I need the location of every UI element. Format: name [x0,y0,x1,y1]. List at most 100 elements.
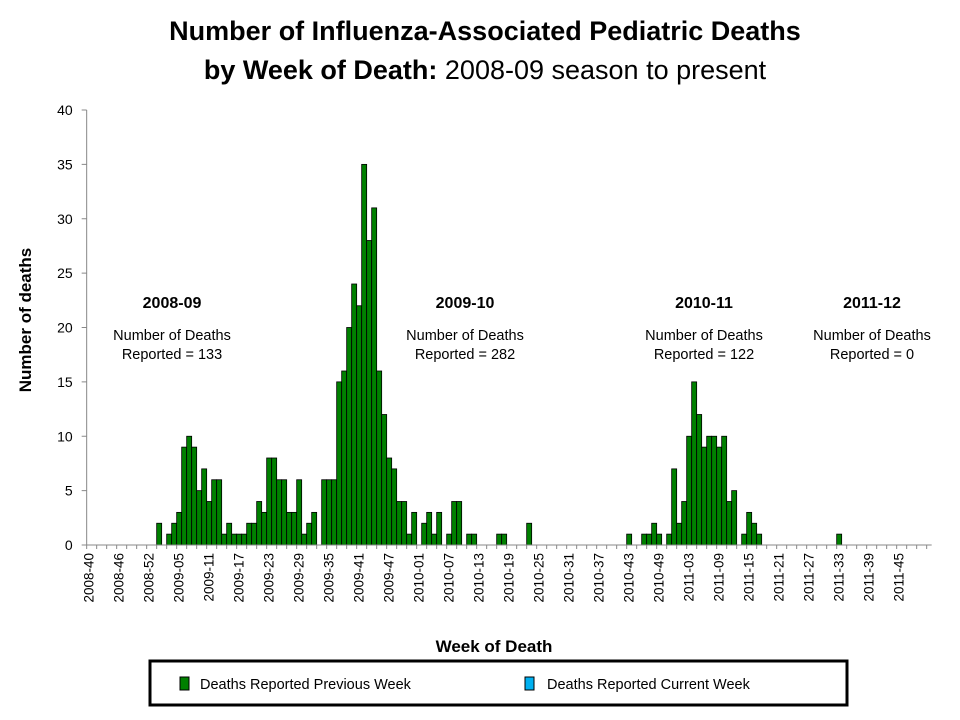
x-tick-label: 2010-13 [472,553,487,603]
bar [681,501,688,546]
bar [726,501,733,546]
bar [211,479,218,546]
chart-title: Number of Influenza-Associated Pediatric… [169,16,801,46]
x-axis-label: Week of Death [436,637,553,656]
season-note-line2: Reported = 122 [654,347,754,363]
bar [321,479,328,546]
bar [366,240,373,546]
x-tick-label: 2010-31 [562,553,577,603]
bar [271,457,278,546]
x-tick-label: 2010-25 [532,553,547,603]
bar [156,522,163,546]
bar [186,435,193,546]
bar [651,522,658,546]
legend-label-current-week: Deaths Reported Current Week [547,677,751,693]
x-tick-label: 2009-47 [382,553,397,603]
bar [706,435,713,546]
x-tick-label: 2011-33 [832,553,847,602]
bar [226,522,233,546]
bar [626,533,633,546]
x-tick-label: 2008-46 [112,553,127,603]
season-label: 2011-12 [843,295,901,312]
bar [256,501,263,546]
bar [381,414,388,546]
season-note-line2: Reported = 133 [122,347,222,363]
bar [716,446,723,546]
x-tick-label: 2011-39 [862,553,877,602]
x-tick-label: 2011-15 [742,553,757,602]
bar [671,468,678,546]
bar [241,533,248,546]
annotation-2008-09: 2008-09 Number of Deaths Reported = 133 [113,295,231,363]
x-tick-label: 2009-11 [202,553,217,602]
bar [406,533,413,546]
y-tick-label: 30 [57,211,73,227]
x-tick-label: 2009-05 [172,553,187,603]
x-tick-label: 2009-35 [322,553,337,603]
bar [171,522,178,546]
bar [191,446,198,546]
y-axis-label: Number of deaths [16,248,35,393]
bar [376,370,383,546]
legend-swatch-previous-week [179,676,190,691]
x-tick-label: 2009-23 [262,553,277,603]
y-tick-label: 25 [57,265,73,281]
legend-swatch-current-week [524,676,535,691]
bar [446,533,453,546]
bar [836,533,843,546]
bar [356,305,363,546]
bar [721,435,728,546]
bar [196,490,203,546]
x-tick-label: 2009-29 [292,553,307,603]
bar [411,511,418,546]
bar [526,522,533,546]
y-tick-label: 15 [57,374,73,390]
bar [311,511,318,546]
subtitle-bold: by Week of Death: [204,55,438,85]
bar [676,522,683,546]
bar [301,533,308,546]
bar [401,501,408,546]
x-tick-label: 2010-01 [412,553,427,603]
x-tick-label: 2008-52 [142,553,157,603]
annotation-2010-11: 2010-11 Number of Deaths Reported = 122 [645,295,763,363]
y-tick-label: 10 [57,428,73,444]
x-tick-label: 2010-19 [502,553,517,603]
bar [436,511,443,546]
bar [326,479,333,546]
bar [236,533,243,546]
y-tick-labels: 0 5 10 15 20 25 30 35 40 [57,102,73,553]
bar [361,163,368,546]
x-tick-label: 2010-49 [652,553,667,603]
bar [336,381,343,546]
y-tick-label: 35 [57,156,73,172]
bar [466,533,473,546]
bar [711,435,718,546]
axes [81,109,932,549]
bar [396,501,403,546]
x-tick-label: 2010-07 [442,553,457,603]
bar [451,501,458,546]
season-label: 2009-10 [436,295,495,312]
x-tick-label: 2010-43 [622,553,637,603]
bar [741,533,748,546]
bar [251,522,258,546]
season-note-line2: Reported = 0 [830,347,914,363]
y-tick-label: 20 [57,320,73,336]
bar [731,490,738,546]
season-note-line1: Number of Deaths [813,328,931,344]
x-tick-label: 2011-09 [712,553,727,602]
bar [496,533,503,546]
season-note-line1: Number of Deaths [645,328,763,344]
bar [291,511,298,546]
legend-box [148,659,849,707]
season-label: 2010-11 [675,295,733,312]
x-tick-label: 2011-21 [772,553,787,602]
bar [246,522,253,546]
annotation-2011-12: 2011-12 Number of Deaths Reported = 0 [813,295,931,363]
bar [701,446,708,546]
x-tick-labels: 2008-40 2008-46 2008-52 2009-05 2009-11 2009-… [82,553,907,603]
bar [286,511,293,546]
bar [306,522,313,546]
